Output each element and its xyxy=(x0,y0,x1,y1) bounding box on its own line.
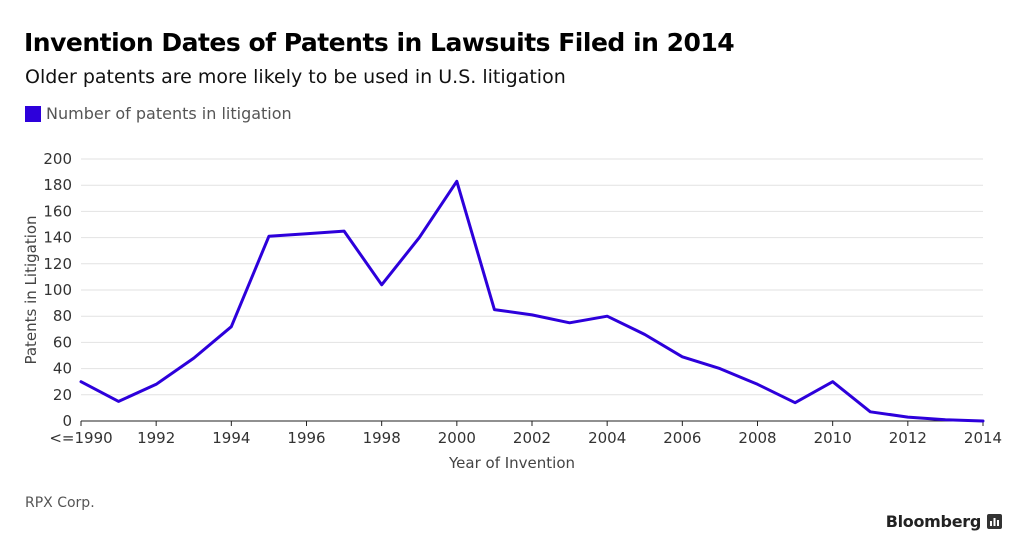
y-tick-label: 120 xyxy=(43,255,72,273)
x-axis-title: Year of Invention xyxy=(448,454,575,472)
source-note: RPX Corp. xyxy=(25,495,95,511)
x-tick-label: 2002 xyxy=(513,429,551,447)
y-tick-label: 100 xyxy=(43,281,72,299)
y-axis-title: Patents in Litigation xyxy=(22,215,40,364)
y-tick-label: 0 xyxy=(62,412,72,430)
legend-label: Number of patents in litigation xyxy=(46,104,292,123)
bloomberg-chart-icon xyxy=(987,514,1002,529)
series-line xyxy=(79,179,985,423)
x-tick-label: 2000 xyxy=(438,429,476,447)
y-tick-label: 160 xyxy=(43,202,72,220)
x-tick-label: 1998 xyxy=(363,429,401,447)
legend-swatch xyxy=(25,105,41,122)
x-tick-label: 1994 xyxy=(212,429,250,447)
x-tick-label: 2006 xyxy=(663,429,701,447)
x-tick-label: 2012 xyxy=(889,429,927,447)
legend: Number of patents in litigation xyxy=(25,104,292,123)
x-tick-label: 1992 xyxy=(137,429,175,447)
y-tick-label: 80 xyxy=(53,307,72,325)
x-tick-label: 1996 xyxy=(287,429,325,447)
x-tick-label: 2004 xyxy=(588,429,626,447)
y-tick-label: 20 xyxy=(53,386,72,404)
chart-subtitle: Older patents are more likely to be used… xyxy=(25,66,566,88)
y-tick-label: 40 xyxy=(53,360,72,378)
y-tick-label: 60 xyxy=(53,333,72,351)
y-tick-label: 180 xyxy=(43,176,72,194)
y-tick-label: 140 xyxy=(43,229,72,247)
chart-title: Invention Dates of Patents in Lawsuits F… xyxy=(24,28,735,57)
x-tick-label: <=1990 xyxy=(49,429,112,447)
x-tick-label: 2014 xyxy=(964,429,1002,447)
brand-name: Bloomberg xyxy=(885,512,982,531)
x-tick-label: 2010 xyxy=(814,429,852,447)
y-tick-label: 200 xyxy=(43,150,72,168)
brand-logo: Bloomberg xyxy=(886,512,1002,531)
x-tick-label: 2008 xyxy=(738,429,776,447)
